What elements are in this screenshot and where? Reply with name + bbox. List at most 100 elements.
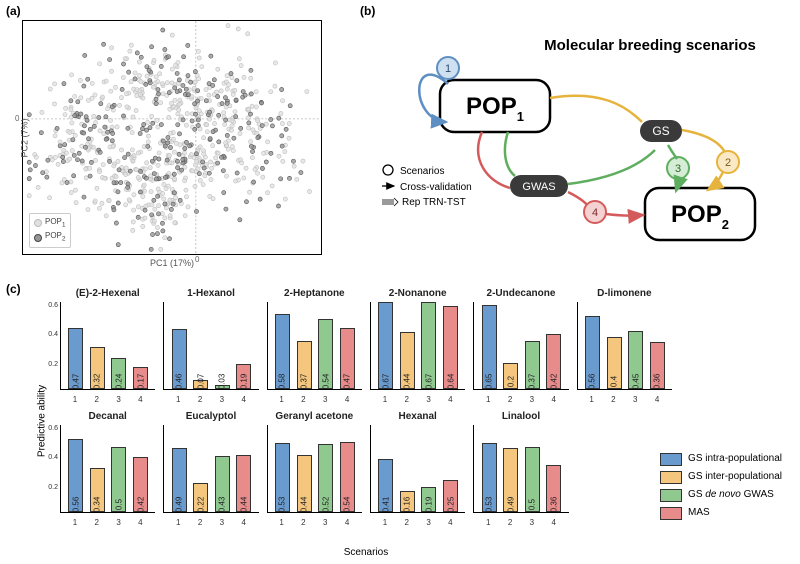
bar-1: 0.67 [378, 302, 393, 389]
bar-value: 0.65 [485, 374, 494, 390]
svg-text:Scenarios: Scenarios [400, 166, 444, 177]
y-ticks: 0.60.40.2 [38, 425, 58, 513]
bar-3: 0.5 [525, 447, 540, 512]
x-ticks: 1234 [370, 395, 465, 404]
bar-value: 0.45 [631, 374, 640, 390]
bar-3: 0.5 [111, 447, 126, 512]
arrow-green-3 [676, 179, 678, 191]
chart-title: 1-Hexanol [163, 288, 258, 299]
bar-2: 0.07 [193, 380, 208, 389]
legend-item: GS de novo GWAS [660, 486, 782, 504]
bar-value: 0.36 [653, 374, 662, 390]
chart-title: 2-Undecanone [473, 288, 568, 299]
panel-b-title: Molecular breeding scenarios [544, 37, 756, 54]
legend-swatch [660, 471, 682, 484]
bar-value: 0.5 [528, 499, 537, 510]
chart-2-undecanone: 2-Undecanone0.650.20.370.421234 [473, 290, 568, 406]
bar-3: 0.52 [318, 444, 333, 512]
chart-d-limonene: D-limonene 0.56 0.4 0.45 0.36 1234 [577, 290, 672, 406]
bar-3: 0.24 [111, 358, 126, 389]
bar-value: 0.37 [300, 374, 309, 390]
x-ticks: 1234 [60, 395, 155, 404]
panel-a-scatter: PC2 (7%) PC1 (17%) 0 0 POP1 POP2 [22, 20, 322, 255]
figure-root: (a) (b) (c) PC2 (7%) PC1 (17%) 0 0 POP1 … [0, 0, 800, 564]
bar-1: 0.49 [172, 448, 187, 512]
bar-4: 0.25 [443, 480, 458, 512]
gwas-label: GWAS [522, 181, 555, 193]
bar-value: 0.44 [403, 374, 412, 390]
chart-eucalyptol: Eucalyptol0.490.220.430.441234 [163, 413, 258, 529]
x-ticks: 1234 [577, 395, 672, 404]
legend-item: GS intra-populational [660, 450, 782, 468]
bar-1: 0.41 [378, 459, 393, 512]
bar-value: 0.52 [321, 497, 330, 513]
arrow-green-1 [505, 132, 515, 176]
chart-decanal: Decanal0.560.340.50.420.60.40.21234 [60, 413, 155, 529]
x-ticks: 1234 [267, 395, 362, 404]
bar-4: 0.54 [340, 442, 355, 512]
bar-value: 0.56 [71, 497, 80, 513]
bar-value: 0.37 [528, 374, 537, 390]
bar-3: 0.03 [215, 385, 230, 389]
bar-2: 0.34 [90, 468, 105, 512]
node-2-label: 2 [725, 157, 731, 169]
bar-value: 0.47 [343, 374, 352, 390]
bar-1: 0.46 [172, 329, 187, 389]
bar-value: 0.4 [610, 376, 619, 387]
bar-4: 0.36 [546, 465, 561, 512]
node-3-label: 3 [675, 163, 681, 175]
pc-xlabel: Scenarios [344, 547, 388, 558]
bar-2: 0.44 [400, 332, 415, 389]
arrow-red-2 [568, 192, 588, 206]
x-ticks: 1234 [60, 518, 155, 527]
bar-value: 0.41 [381, 497, 390, 513]
bar-4: 0.17 [133, 367, 148, 389]
dot-pop2 [34, 234, 42, 242]
chart-title: (E)-2-Hexenal [60, 288, 155, 299]
bar-2: 0.2 [503, 363, 518, 389]
x-ticks: 1234 [267, 518, 362, 527]
chart-title: D-limonene [577, 288, 672, 299]
bar-value: 0.53 [485, 497, 494, 513]
arrow-green-2b [668, 145, 677, 159]
x-ticks: 1234 [163, 395, 258, 404]
svg-text:Rep TRN-TST: Rep TRN-TST [402, 197, 466, 208]
bar-1: 0.65 [482, 305, 497, 389]
bar-value: 0.56 [588, 374, 597, 390]
bar-2: 0.22 [193, 483, 208, 512]
bar-value: 0.32 [93, 374, 102, 390]
chart-plot: 0.530.440.520.54 [267, 425, 362, 513]
scatter-legend: POP1 POP2 [29, 213, 71, 248]
bar-2: 0.37 [297, 341, 312, 389]
legend-swatch [660, 453, 682, 466]
arrow-red-3 [606, 214, 643, 216]
bar-value: 0.2 [506, 376, 515, 387]
legend-item: GS inter-populational [660, 468, 782, 486]
bar-value: 0.24 [114, 374, 123, 390]
gs-label: GS [652, 124, 669, 138]
legend-label: GS inter-populational [688, 468, 782, 486]
panel-b-legend: Scenarios Cross-validation Rep TRN-TST [382, 165, 472, 208]
legend-pop1: POP1 [34, 216, 66, 231]
bar-value: 0.67 [424, 374, 433, 390]
bar-value: 0.19 [239, 374, 248, 390]
y-ticks: 0.60.40.2 [38, 302, 58, 390]
bar-1: 0.58 [275, 314, 290, 389]
bar-2: 0.16 [400, 491, 415, 512]
arrow-yellow-1 [550, 96, 642, 122]
label-a: (a) [6, 4, 21, 18]
bar-value: 0.53 [278, 497, 287, 513]
bar-value: 0.44 [239, 497, 248, 513]
bar-2: 0.32 [90, 347, 105, 389]
bar-value: 0.19 [424, 497, 433, 513]
bar-3: 0.67 [421, 302, 436, 389]
chart-plot: 0.56 0.34 0.5 0.42 [60, 425, 155, 513]
bar-4: 0.42 [133, 457, 148, 512]
x-ticks: 1234 [473, 518, 568, 527]
bar-value: 0.47 [71, 374, 80, 390]
bar-1: 0.53 [482, 443, 497, 512]
chart-title: 2-Nonanone [370, 288, 465, 299]
bar-value: 0.64 [446, 374, 455, 390]
bar-value: 0.42 [549, 374, 558, 390]
node-4-label: 4 [592, 207, 598, 219]
